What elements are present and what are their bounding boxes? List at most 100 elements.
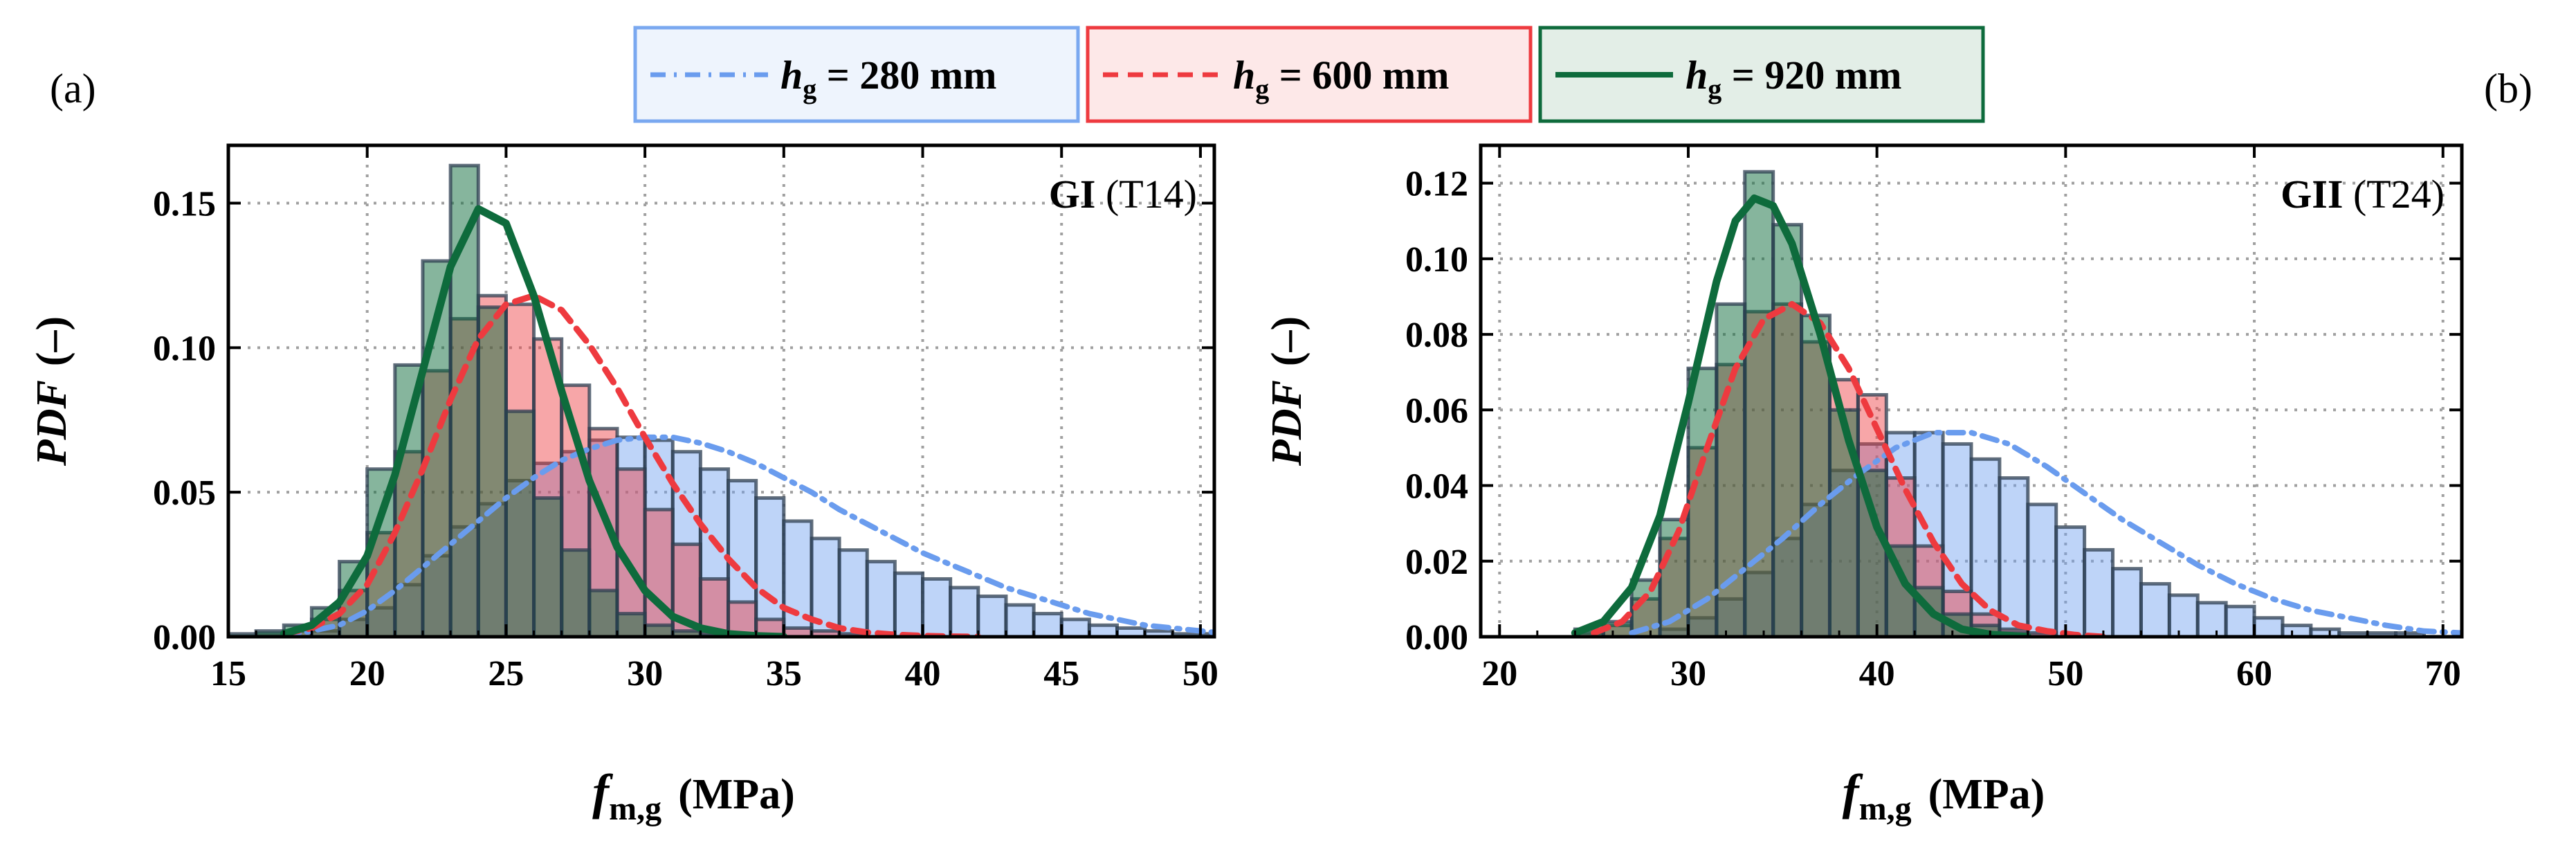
histogram-2 bbox=[1573, 170, 2030, 637]
chart-panel-b: 20 30 40 50 60 70 0.00 0.02 0.04 0.06 0.08 0.10 0.12… bbox=[1263, 143, 2464, 827]
ticks: 20 30 40 50 60 70 0.00 0.02 0.04 0.06 0.08 0.10 0.12 bbox=[1405, 145, 2462, 694]
y-axis-var: PDF bbox=[28, 380, 75, 466]
x-tick-label: 30 bbox=[1670, 654, 1706, 694]
x-tick-label: 35 bbox=[766, 654, 802, 694]
legend-entry-280: hg = 280 mm bbox=[633, 26, 1080, 123]
y-tick-label: 0.10 bbox=[153, 329, 216, 368]
legend-label-600: hg = 600 mm bbox=[1233, 53, 1449, 105]
y-tick-label: 0.00 bbox=[153, 618, 216, 658]
plot-area bbox=[228, 163, 1214, 637]
x-tick-label: 40 bbox=[1859, 654, 1895, 694]
y-axis-title: PDF (–) bbox=[28, 316, 75, 466]
x-tick-label: 40 bbox=[905, 654, 941, 694]
histogram-bar bbox=[1998, 476, 2030, 637]
panel-annotation: GI (T14) bbox=[1049, 172, 1197, 217]
legend-entry-600: hg = 600 mm bbox=[1086, 26, 1533, 123]
histogram-bar bbox=[1856, 469, 1888, 637]
pdf-curve-2 bbox=[1571, 194, 2032, 637]
histogram-bar bbox=[2026, 502, 2058, 637]
histogram-bar bbox=[921, 577, 953, 637]
x-tick-label: 15 bbox=[210, 654, 246, 694]
histogram-bar bbox=[1771, 223, 1804, 637]
annotation-bold: GI bbox=[1049, 172, 1096, 217]
histogram-bar bbox=[976, 595, 1008, 637]
histogram-bar bbox=[698, 467, 731, 637]
x-axis-title: fm,g (MPa) bbox=[1843, 764, 2045, 827]
plot-frame bbox=[226, 143, 1216, 639]
y-tick-label: 0.02 bbox=[1405, 543, 1468, 582]
pdf-curve-1 bbox=[1591, 300, 2107, 637]
y-axis-unit: (–) bbox=[1263, 316, 1310, 366]
histogram-bar bbox=[2054, 525, 2087, 637]
annotation-bold: GII bbox=[2281, 172, 2343, 217]
histogram-bar bbox=[1032, 612, 1063, 637]
histogram-bar bbox=[532, 496, 564, 637]
y-tick-label: 0.04 bbox=[1405, 467, 1468, 507]
x-tick-label: 60 bbox=[2236, 654, 2272, 694]
histogram-bar bbox=[421, 259, 453, 637]
x-axis-sub: m,g bbox=[1859, 790, 1912, 827]
histogram-bar bbox=[949, 586, 980, 637]
x-tick-label: 20 bbox=[349, 654, 385, 694]
y-tick-label: 0.06 bbox=[1405, 391, 1468, 430]
x-tick-label: 50 bbox=[1182, 654, 1218, 694]
histogram-bar bbox=[837, 548, 869, 637]
panel-letter-b: (b) bbox=[2484, 66, 2532, 111]
annotation-rest: (T14) bbox=[1095, 172, 1197, 217]
y-tick-label: 0.10 bbox=[1405, 240, 1468, 280]
y-tick-label: 0.08 bbox=[1405, 316, 1468, 355]
ticks: 15 20 25 30 35 40 45 50 0.00 0.05 0.10 0.15 bbox=[153, 145, 1218, 694]
x-axis-title: fm,g (MPa) bbox=[592, 764, 795, 827]
pdf-curve-1 bbox=[280, 292, 982, 637]
histogram-bar bbox=[587, 588, 619, 637]
y-tick-label: 0.05 bbox=[153, 473, 216, 513]
histogram-bar bbox=[560, 548, 592, 637]
histogram-bar bbox=[2195, 601, 2228, 637]
histogram-bar bbox=[2167, 593, 2200, 637]
x-tick-label: 45 bbox=[1043, 654, 1079, 694]
legend-label-920: hg = 920 mm bbox=[1686, 53, 1901, 105]
x-tick-label: 20 bbox=[1481, 654, 1517, 694]
histogram-bar bbox=[2139, 582, 2171, 637]
x-axis-sub: m,g bbox=[609, 790, 661, 827]
annotation-rest: (T24) bbox=[2343, 172, 2445, 217]
histogram-bar bbox=[643, 623, 675, 637]
x-tick-label: 30 bbox=[627, 654, 663, 694]
y-axis-title: PDF (–) bbox=[1263, 316, 1310, 466]
panel-letter-a: (a) bbox=[50, 66, 96, 111]
x-tick-label: 25 bbox=[488, 654, 524, 694]
histogram-bar bbox=[615, 612, 647, 637]
y-tick-label: 0.15 bbox=[153, 185, 216, 224]
chart-panel-a: 15 20 25 30 35 40 45 50 0.00 0.05 0.10 0.15 GI (T14)… bbox=[28, 143, 1218, 827]
x-axis-unit: (MPa) bbox=[1928, 771, 2045, 818]
pdf-curve-0 bbox=[281, 434, 1214, 637]
histogram-bar bbox=[476, 305, 508, 637]
x-tick-label: 70 bbox=[2425, 654, 2461, 694]
y-axis-unit: (–) bbox=[28, 316, 75, 366]
plot-frame bbox=[1479, 143, 2464, 639]
histogram-bar bbox=[1059, 617, 1091, 637]
legend-entry-920: hg = 920 mm bbox=[1538, 26, 1985, 123]
pdf-curve-2 bbox=[280, 205, 788, 637]
histogram-bar bbox=[1686, 366, 1719, 637]
x-tick-label: 50 bbox=[2047, 654, 2083, 694]
legend-label-280: hg = 280 mm bbox=[780, 53, 996, 105]
panel-annotation: GII (T24) bbox=[2281, 172, 2445, 217]
pdf-curve-0 bbox=[1629, 430, 2462, 636]
histogram-bar bbox=[1087, 623, 1120, 637]
histogram-bar bbox=[754, 496, 786, 637]
histogram-bar bbox=[2252, 616, 2285, 637]
plot-area bbox=[1571, 170, 2462, 637]
histogram-bar bbox=[2083, 547, 2115, 637]
y-tick-label: 0.00 bbox=[1405, 618, 1468, 658]
x-axis-unit: (MPa) bbox=[678, 771, 795, 818]
legend: hg = 280 mm hg = 600 mm hg = 920 mm bbox=[633, 26, 1985, 123]
histogram-bar bbox=[893, 571, 925, 637]
histogram-bar bbox=[393, 363, 425, 637]
y-tick-label: 0.12 bbox=[1405, 165, 1468, 204]
histogram-bar bbox=[2111, 567, 2143, 637]
y-axis-var: PDF bbox=[1263, 380, 1310, 466]
histogram-bar bbox=[1004, 603, 1036, 637]
histogram-bar bbox=[865, 559, 897, 637]
